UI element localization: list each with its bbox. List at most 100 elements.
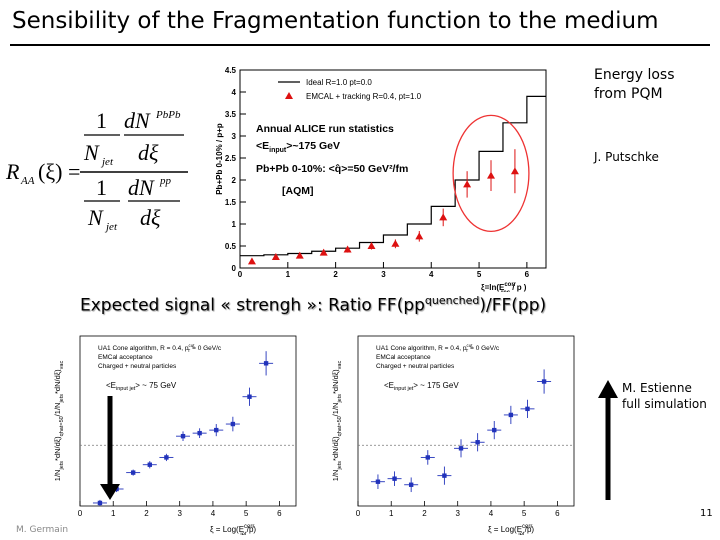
annotation-qhat: Pb+Pb 0-10%: <q̂>=50 GeV²/fm [256, 163, 408, 175]
num-frac-den-sub: jet [100, 156, 114, 168]
formula-lhs: R [5, 159, 20, 184]
y-label-sub: jets [337, 461, 343, 471]
legend-acceptance: EMCal acceptance [98, 354, 153, 361]
legend-algorithm-main: UA1 Cone algorithm, R = 0.4, p [98, 345, 189, 352]
annotation-energy-sub: input [269, 147, 287, 154]
energy-label-end: > ~ 75 GeV [135, 381, 177, 390]
legend-algorithm: UA1 Cone algorithm, R = 0.4, pcut T = 0 G… [98, 343, 222, 353]
data-point [214, 427, 219, 433]
formula-lhs-sub: AA [20, 175, 35, 187]
x-tick-label: 1 [111, 509, 116, 518]
legend-algorithm-sub: T [188, 348, 191, 353]
bottom-left-chart: 0 1 2 3 4 5 61/Njets*dN/dξ)qhat=50/1/Njets*dN/… [53, 335, 297, 535]
legend-algorithm-sup: cut [467, 343, 474, 348]
legend-particles: Charged + neutral particles [98, 363, 177, 370]
data-point [247, 394, 252, 399]
den-d-num-sup: pp [159, 175, 172, 187]
raa-formula: R AA (ξ) = 1 N jet dN PbPb dξ 1 N jet dN… [5, 108, 188, 233]
x-label-sub: rec [501, 290, 511, 292]
energy-loss-line-1: Energy loss [594, 67, 675, 83]
legend-algorithm-sup: cut [189, 343, 196, 348]
data-point [180, 433, 186, 439]
data-point [510, 167, 519, 175]
num-frac-num: 1 [96, 108, 107, 133]
data-point [197, 430, 202, 436]
den-d-num: dN [128, 175, 155, 200]
legend-algorithm-sub: T [466, 348, 469, 353]
energy-label: <Einput jet> ~ 75 GeV [106, 381, 177, 392]
estienne-credit: M. Estienne full simulation [622, 380, 707, 412]
y-tick-label: 3 [232, 132, 237, 141]
x-tick-label: 0 [238, 270, 243, 279]
y-axis-label: 1/Njets*dN/dξ)qhat=50/1/Njets*dN/dξ)vac [331, 361, 343, 482]
highlight-ellipse [452, 114, 530, 233]
legend-acceptance: EMCal acceptance [376, 354, 431, 361]
y-label-sub: qhat=50 [337, 416, 343, 436]
y-tick-label: 2 [232, 176, 237, 185]
y-label-part: /1/N [331, 403, 340, 417]
data-point [425, 455, 430, 460]
y-label-part: *dN/dξ) [53, 369, 62, 394]
x-tick-label: 2 [333, 270, 338, 279]
legend-particles: Charged + neutral particles [376, 363, 455, 370]
arrow-down-icon [100, 484, 120, 500]
data-point [147, 462, 152, 467]
data-point [295, 251, 304, 259]
x-axis-label: ξ = Log(Ecorr jet/p) [210, 524, 256, 535]
data-point [439, 213, 448, 221]
estienne-line-1: M. Estienne [622, 381, 692, 395]
y-label-sub: vac [59, 361, 65, 370]
x-tick-label: 3 [381, 270, 386, 279]
y-label-sub: jets [59, 394, 65, 404]
slide-title: Sensibility of the Fragmentation functio… [12, 8, 659, 34]
author-footer: M. Germain [16, 525, 69, 535]
data-point [247, 257, 256, 265]
y-label-sub: jets [59, 461, 65, 471]
x-tick-label: 1 [286, 270, 291, 279]
y-label-sub: qhat=50 [59, 416, 65, 436]
putschke-credit: J. Putschke [594, 150, 659, 164]
data-point [271, 253, 280, 260]
data-point [475, 440, 480, 445]
x-label-main: ξ=ln(E [481, 283, 505, 292]
data-point [343, 245, 352, 253]
formula-arg: (ξ) = [38, 159, 80, 184]
y-tick-label: 0 [232, 264, 237, 273]
x-label-end: / p ) [510, 283, 527, 292]
x-tick-label: 4 [429, 270, 434, 279]
x-axis-label: ξ = Log(Ecorr jet/p) [488, 524, 534, 535]
x-label-sup: corr [522, 524, 532, 530]
den-frac-den: N [87, 205, 104, 230]
data-point [130, 470, 136, 475]
num-frac-den: N [83, 140, 100, 165]
x-tick-label: 4 [211, 509, 216, 518]
energy-loss-note: Energy loss from PQM [594, 66, 675, 104]
data-point [442, 473, 447, 478]
x-label-main: ξ = Log(E [210, 525, 244, 534]
ideal-step-histogram [240, 95, 546, 257]
x-label-sub: jet [517, 532, 525, 535]
x-label-sup: corr [504, 282, 516, 288]
data-point [230, 421, 236, 427]
data-point [408, 482, 414, 487]
x-label-main: ξ = Log(E [488, 525, 522, 534]
y-tick-label: 4 [232, 88, 237, 97]
x-label-sub: jet [239, 532, 247, 535]
den-frac-den-sub: jet [104, 221, 118, 233]
x-tick-label: 5 [522, 509, 527, 518]
x-label-sup: corr [244, 524, 254, 530]
title-divider [10, 44, 710, 46]
x-axis-label: ξ=ln(Ecorr rec / p ) [481, 282, 527, 292]
energy-label: <Einput jet> ~ 175 GeV [384, 381, 459, 392]
y-label-sub: jets [337, 394, 343, 404]
annotation-energy-main: <E [256, 140, 269, 152]
energy-label-main: <E [384, 381, 394, 390]
data-point [541, 379, 547, 384]
legend-algorithm-end: = 0 GeV/c [190, 345, 222, 352]
energy-label-sub: input jet [394, 386, 414, 392]
legend-algorithm-end: = 0 GeV/c [468, 345, 500, 352]
data-point [415, 232, 424, 240]
x-tick-label: 4 [489, 509, 494, 518]
data-point [263, 361, 269, 366]
annotation-statistics: Annual ALICE run statistics [256, 123, 394, 135]
